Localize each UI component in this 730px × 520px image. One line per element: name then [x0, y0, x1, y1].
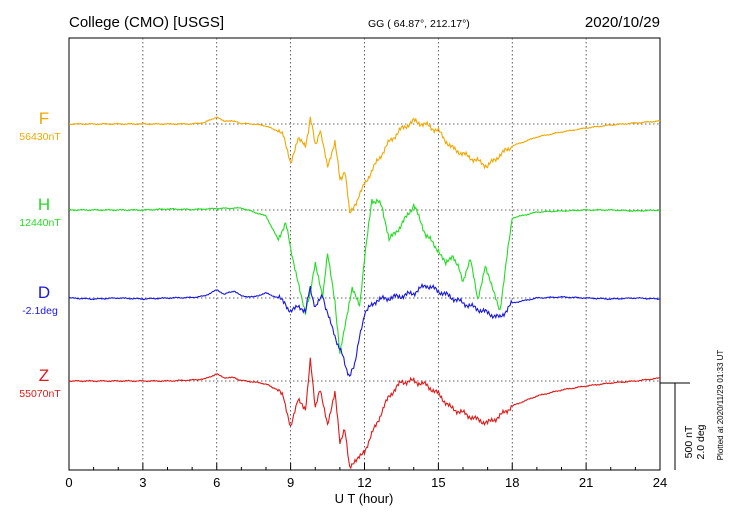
- x-tick-label: 18: [505, 475, 519, 490]
- series-name-f: F: [39, 109, 49, 128]
- scale-label-nt: 500 nT: [683, 425, 695, 458]
- x-tick-label: 6: [213, 475, 220, 490]
- plotted-timestamp: Plotted at 2020/11/29 01:33 UT: [716, 350, 725, 461]
- x-tick-label: 3: [139, 475, 146, 490]
- series-name-z: Z: [39, 366, 49, 385]
- x-tick-label: 21: [579, 475, 593, 490]
- x-tick-label: 15: [431, 475, 445, 490]
- series-line-h: [68, 198, 661, 354]
- station-coordinates: GG ( 64.87°, 212.17°): [368, 18, 470, 30]
- station-title: College (CMO) [USGS]: [69, 14, 224, 31]
- x-tick-label: 0: [65, 475, 72, 490]
- series-line-d: [68, 282, 660, 378]
- x-axis-label: U T (hour): [335, 491, 394, 506]
- series-baseline-f: 56430nT: [19, 131, 61, 143]
- grid-lines: [69, 38, 660, 470]
- series-group: [68, 116, 661, 470]
- series-name-d: D: [38, 283, 50, 302]
- series-line-z: [68, 357, 661, 470]
- x-tick-label: 9: [287, 475, 294, 490]
- series-line-f: [68, 116, 661, 214]
- x-tick-label: 24: [653, 475, 667, 490]
- series-baseline-d: -2.1deg: [22, 305, 58, 317]
- x-tick-label: 12: [357, 475, 371, 490]
- x-axis: 0 3 6 9 12 15 18 21 24: [65, 463, 667, 490]
- series-name-h: H: [38, 195, 50, 214]
- scale-label-deg: 2.0 deg: [695, 424, 707, 459]
- series-baseline-h: 12440nT: [19, 217, 61, 229]
- series-labels: F 56430nT H 12440nT D -2.1deg Z 55070nT: [19, 109, 61, 400]
- chart-date: 2020/10/29: [585, 14, 660, 31]
- series-baseline-z: 55070nT: [19, 388, 61, 400]
- scale-bar: 500 nT 2.0 deg: [660, 382, 707, 470]
